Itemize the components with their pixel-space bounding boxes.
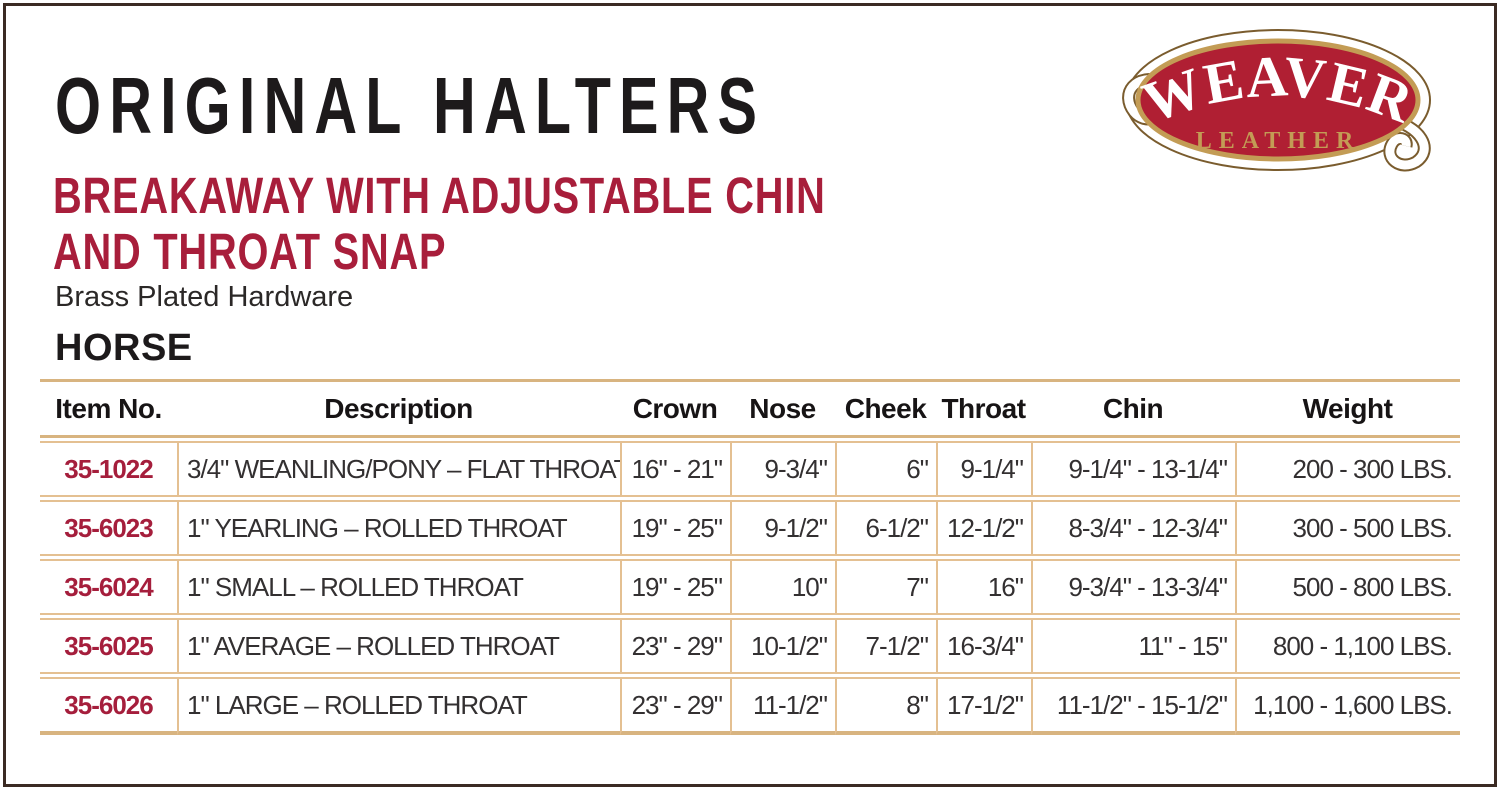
hardware-note: Brass Plated Hardware — [55, 281, 354, 313]
header-chin: Chin — [1031, 385, 1235, 438]
cell-chin: 9-1/4" - 13-1/4" — [1031, 441, 1235, 497]
cell-cheek: 6-1/2" — [835, 500, 936, 556]
cell-crown: 19" - 25" — [620, 500, 730, 556]
cell-crown: 23" - 29" — [620, 677, 730, 735]
table-row: 35-6023 1" YEARLING – ROLLED THROAT 19" … — [40, 500, 1460, 556]
cell-item-no: 35-6024 — [40, 559, 177, 615]
section-label-horse: HORSE — [55, 327, 193, 369]
header-description: Description — [177, 385, 620, 438]
cell-nose: 10" — [730, 559, 835, 615]
spec-table-section: Item No. Description Crown Nose Cheek Th… — [40, 379, 1460, 738]
cell-nose: 9-3/4" — [730, 441, 835, 497]
cell-chin: 11" - 15" — [1031, 618, 1235, 674]
cell-chin: 11-1/2" - 15-1/2" — [1031, 677, 1235, 735]
logo-subbrand-text: LEATHER — [1196, 128, 1361, 154]
cell-weight: 200 - 300 LBS. — [1235, 441, 1460, 497]
header-cheek: Cheek — [835, 385, 936, 438]
table-header-row: Item No. Description Crown Nose Cheek Th… — [40, 385, 1460, 438]
header-weight: Weight — [1235, 385, 1460, 438]
cell-chin: 9-3/4" - 13-3/4" — [1031, 559, 1235, 615]
product-subtitle-line1: BREAKAWAY WITH ADJUSTABLE CHIN — [53, 167, 826, 224]
weaver-leather-logo: WEAVER LEATHER — [1118, 22, 1438, 182]
product-subtitle: BREAKAWAY WITH ADJUSTABLE CHIN AND THROA… — [53, 167, 826, 281]
cell-nose: 10-1/2" — [730, 618, 835, 674]
header-crown: Crown — [620, 385, 730, 438]
cell-item-no: 35-6025 — [40, 618, 177, 674]
table-row: 35-1022 3/4" WEANLING/PONY – FLAT THROAT… — [40, 441, 1460, 497]
cell-description: 1" YEARLING – ROLLED THROAT — [177, 500, 620, 556]
cell-description: 1" AVERAGE – ROLLED THROAT — [177, 618, 620, 674]
cell-description: 1" SMALL – ROLLED THROAT — [177, 559, 620, 615]
cell-cheek: 8" — [835, 677, 936, 735]
cell-cheek: 7" — [835, 559, 936, 615]
cell-throat: 16-3/4" — [936, 618, 1031, 674]
cell-cheek: 7-1/2" — [835, 618, 936, 674]
cell-weight: 1,100 - 1,600 LBS. — [1235, 677, 1460, 735]
cell-weight: 500 - 800 LBS. — [1235, 559, 1460, 615]
weaver-logo-graphic: WEAVER LEATHER — [1122, 29, 1431, 172]
cell-throat: 17-1/2" — [936, 677, 1031, 735]
cell-crown: 19" - 25" — [620, 559, 730, 615]
cell-throat: 16" — [936, 559, 1031, 615]
table-top-rule — [40, 379, 1460, 382]
cell-throat: 12-1/2" — [936, 500, 1031, 556]
cell-crown: 16" - 21" — [620, 441, 730, 497]
cell-nose: 9-1/2" — [730, 500, 835, 556]
table-row: 35-6025 1" AVERAGE – ROLLED THROAT 23" -… — [40, 618, 1460, 674]
header-item-no: Item No. — [40, 385, 177, 438]
table-body: 35-1022 3/4" WEANLING/PONY – FLAT THROAT… — [40, 441, 1460, 735]
cell-weight: 800 - 1,100 LBS. — [1235, 618, 1460, 674]
header-throat: Throat — [936, 385, 1031, 438]
cell-crown: 23" - 29" — [620, 618, 730, 674]
product-subtitle-line2: AND THROAT SNAP — [53, 223, 447, 281]
page-title: ORIGINAL HALTERS — [55, 61, 766, 150]
cell-description: 1" LARGE – ROLLED THROAT — [177, 677, 620, 735]
table-row: 35-6026 1" LARGE – ROLLED THROAT 23" - 2… — [40, 677, 1460, 735]
spec-table: Item No. Description Crown Nose Cheek Th… — [40, 382, 1460, 738]
cell-item-no: 35-1022 — [40, 441, 177, 497]
cell-nose: 11-1/2" — [730, 677, 835, 735]
cell-item-no: 35-6026 — [40, 677, 177, 735]
cell-throat: 9-1/4" — [936, 441, 1031, 497]
header-nose: Nose — [730, 385, 835, 438]
cell-chin: 8-3/4" - 12-3/4" — [1031, 500, 1235, 556]
cell-item-no: 35-6023 — [40, 500, 177, 556]
cell-cheek: 6" — [835, 441, 936, 497]
cell-description: 3/4" WEANLING/PONY – FLAT THROAT — [177, 441, 620, 497]
table-row: 35-6024 1" SMALL – ROLLED THROAT 19" - 2… — [40, 559, 1460, 615]
cell-weight: 300 - 500 LBS. — [1235, 500, 1460, 556]
logo-right-swash — [1384, 113, 1429, 170]
